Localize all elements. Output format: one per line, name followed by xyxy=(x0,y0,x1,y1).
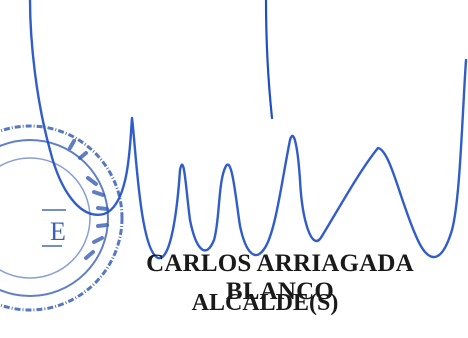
signatory-name: CARLOS ARRIAGADA BLANCO xyxy=(146,250,414,305)
seal-letter: E xyxy=(50,217,66,246)
official-seal: E xyxy=(0,124,124,312)
signatory-title: ALCALDE(S) xyxy=(191,290,339,316)
